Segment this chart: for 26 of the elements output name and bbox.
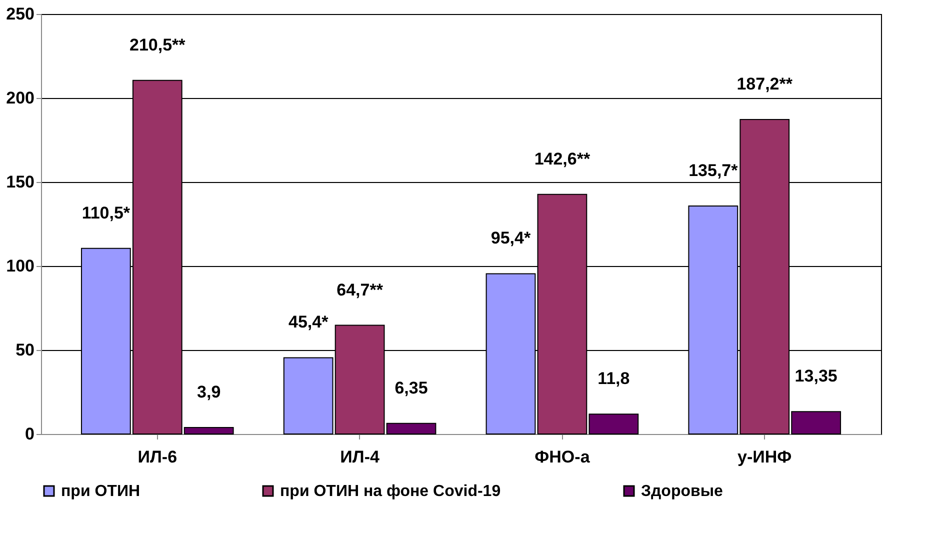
x-tick-label: ФНО-а [534, 448, 590, 466]
y-tick-label: 50 [16, 340, 34, 360]
y-tick-label: 0 [25, 424, 34, 444]
y-tick-label: 150 [6, 172, 34, 192]
data-label: 135,7* [688, 161, 738, 180]
legend-label: при ОТИН [61, 483, 140, 500]
legend-label: при ОТИН на фоне Covid-19 [280, 483, 501, 500]
data-label: 64,7** [336, 280, 384, 300]
data-label: 13,35 [794, 366, 838, 386]
y-tick-label: 200 [6, 88, 34, 108]
bar [386, 422, 436, 434]
data-label: 187,2** [736, 74, 793, 94]
data-label: 95,4* [490, 228, 531, 248]
legend-label: Здоровые [641, 483, 723, 500]
y-tick-label: 250 [6, 4, 34, 24]
data-label: 45,4* [288, 312, 329, 332]
data-label: 11,8 [598, 369, 630, 388]
data-label: 142,6** [534, 149, 590, 168]
data-label: 210,5** [129, 35, 186, 54]
x-tick-label: ИЛ-6 [138, 448, 178, 466]
x-tick-label: ИЛ-4 [340, 448, 380, 466]
y-tick-label: 100 [6, 256, 34, 276]
x-tick-label: у-ИНФ [738, 448, 792, 466]
data-label: 110,5* [82, 203, 130, 222]
data-label: 3,9 [197, 382, 221, 402]
data-label: 6,35 [394, 378, 428, 398]
